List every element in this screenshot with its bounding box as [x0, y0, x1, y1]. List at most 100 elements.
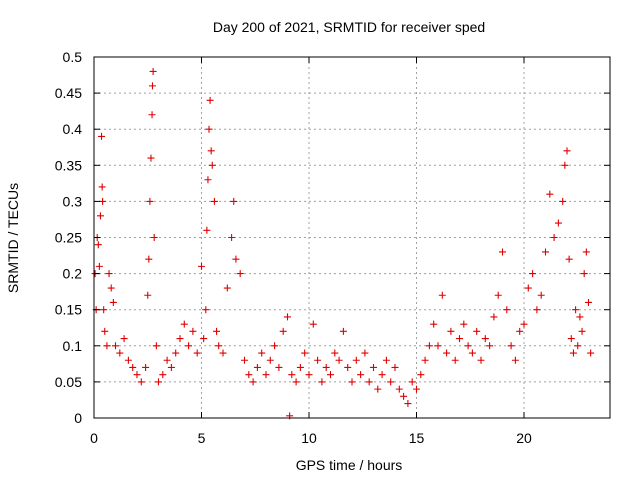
- data-point: [344, 363, 352, 371]
- data-point: [219, 349, 227, 357]
- data-point: [516, 327, 524, 335]
- data-point: [438, 291, 446, 299]
- data-point: [529, 270, 537, 278]
- data-point: [208, 161, 216, 169]
- data-point: [567, 335, 575, 343]
- data-point: [279, 327, 287, 335]
- data-point: [150, 234, 158, 241]
- data-point: [494, 291, 502, 299]
- data-point: [378, 371, 386, 379]
- data-point: [172, 349, 180, 357]
- data-point: [145, 255, 153, 263]
- y-tick-label: 0.25: [55, 230, 82, 246]
- data-point: [213, 327, 221, 335]
- axes: 0 5 10 15 20 0 0.05 0.1 0.15 0.2 0.25 0.3 0.35 0.4 0.4…: [55, 49, 611, 446]
- data-point: [253, 363, 261, 371]
- data-point: [148, 111, 156, 119]
- data-point: [554, 219, 562, 227]
- data-point: [408, 378, 416, 386]
- data-point: [464, 342, 472, 350]
- data-point: [198, 262, 205, 270]
- data-point: [309, 320, 317, 328]
- data-point: [318, 378, 326, 386]
- grid: [94, 57, 610, 418]
- chart-title: Day 200 of 2021, SRMTID for receiver spe…: [213, 19, 485, 35]
- y-tick-label: 0.15: [55, 302, 82, 318]
- data-point: [563, 147, 571, 155]
- x-tick-label: 0: [90, 430, 98, 446]
- x-axis-label: GPS time / hours: [296, 457, 403, 473]
- data-point: [569, 349, 577, 357]
- data-point: [550, 234, 558, 241]
- data-point: [210, 197, 218, 205]
- data-point: [430, 320, 438, 328]
- data-point: [230, 197, 238, 205]
- data-point: [576, 313, 584, 321]
- y-tick-label: 0.2: [63, 266, 83, 282]
- data-point: [443, 349, 451, 357]
- y-tick-label: 0.45: [55, 85, 82, 101]
- data-point: [585, 298, 592, 306]
- data-point: [245, 371, 253, 379]
- data-point: [486, 342, 494, 350]
- data-point: [105, 270, 113, 278]
- data-point: [561, 161, 569, 169]
- data-point: [203, 226, 211, 234]
- data-point: [434, 342, 442, 350]
- data-point: [559, 197, 567, 205]
- data-point: [352, 356, 360, 364]
- data-point: [98, 183, 106, 191]
- data-point: [155, 378, 162, 386]
- data-point: [503, 306, 511, 314]
- data-point: [288, 371, 296, 379]
- data-point: [481, 335, 489, 343]
- data-point: [101, 327, 109, 335]
- data-point: [537, 291, 545, 299]
- data-point: [305, 371, 313, 379]
- data-point: [103, 342, 111, 350]
- data-point: [565, 255, 573, 263]
- data-point: [185, 342, 193, 350]
- y-axis-label: SRMTID / TECUs: [5, 183, 21, 293]
- data-point: [258, 349, 266, 357]
- data-point: [361, 349, 369, 357]
- data-point: [99, 197, 107, 205]
- data-point: [499, 248, 506, 256]
- data-point: [387, 378, 395, 386]
- data-point: [275, 363, 283, 371]
- data-point: [395, 385, 403, 393]
- data-point: [266, 356, 274, 364]
- data-point: [404, 400, 412, 408]
- data-point: [546, 190, 554, 198]
- data-point: [365, 378, 373, 386]
- data-point: [107, 284, 115, 292]
- data-point: [339, 327, 347, 335]
- data-point: [206, 96, 214, 104]
- data-point: [271, 342, 279, 350]
- data-point: [223, 284, 231, 292]
- y-tick-label: 0.1: [63, 338, 83, 354]
- data-point: [507, 342, 515, 350]
- data-point: [348, 378, 356, 386]
- data-point: [574, 342, 582, 350]
- y-tick-label: 0.3: [63, 193, 83, 209]
- data-point: [137, 378, 145, 386]
- data-point: [100, 306, 108, 314]
- data-point: [202, 306, 210, 314]
- data-point: [120, 335, 128, 343]
- data-point: [451, 356, 459, 364]
- data-point: [582, 248, 590, 256]
- data-point: [327, 371, 334, 379]
- data-point: [490, 313, 498, 321]
- data-point: [148, 82, 156, 90]
- data-point: [124, 356, 132, 364]
- data-point: [149, 67, 157, 75]
- data-point: [142, 363, 150, 371]
- data-point: [189, 327, 197, 335]
- data-point: [167, 363, 175, 371]
- plot-frame: [93, 56, 611, 419]
- data-point: [98, 132, 106, 140]
- data-point: [109, 298, 117, 306]
- data-point: [578, 327, 586, 335]
- data-point: [580, 270, 588, 278]
